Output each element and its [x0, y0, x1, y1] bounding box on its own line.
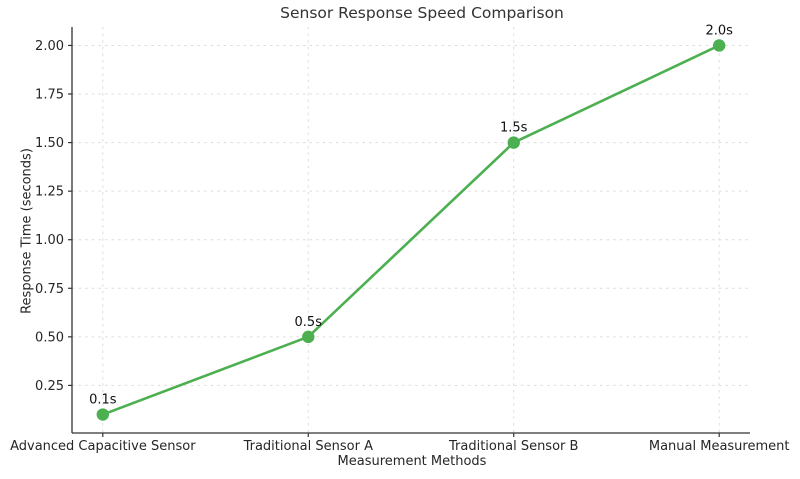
x-tick-label: Advanced Capacitive Sensor — [10, 439, 196, 454]
y-tick-label: 0.75 — [35, 282, 64, 297]
y-tick-label: 2.00 — [35, 39, 64, 54]
x-axis-label: Measurement Methods — [337, 454, 487, 469]
data-point-marker — [507, 136, 520, 149]
y-tick-label: 1.50 — [35, 136, 64, 151]
y-tick-label: 1.00 — [35, 233, 64, 248]
point-annotation: 0.5s — [295, 315, 323, 330]
data-point-marker — [302, 330, 315, 344]
chart-title: Sensor Response Speed Comparison — [280, 4, 564, 22]
y-tick-label: 1.75 — [35, 88, 64, 103]
series-line — [101, 44, 721, 416]
point-annotation: 2.0s — [705, 23, 733, 38]
y-tick-label: 0.50 — [35, 330, 64, 345]
x-tick-label: Traditional Sensor B — [448, 439, 578, 454]
y-tick-label: 0.25 — [35, 379, 64, 394]
x-tick-label: Traditional Sensor A — [243, 439, 374, 454]
point-annotation: 1.5s — [500, 121, 528, 136]
x-tick-label: Manual Measurement — [649, 439, 790, 454]
data-point-marker — [96, 408, 110, 421]
y-axis-label: Response Time (seconds) — [19, 148, 35, 314]
point-annotation: 0.1s — [89, 393, 117, 408]
data-point-marker — [712, 39, 726, 52]
y-tick-label: 1.25 — [35, 185, 64, 200]
